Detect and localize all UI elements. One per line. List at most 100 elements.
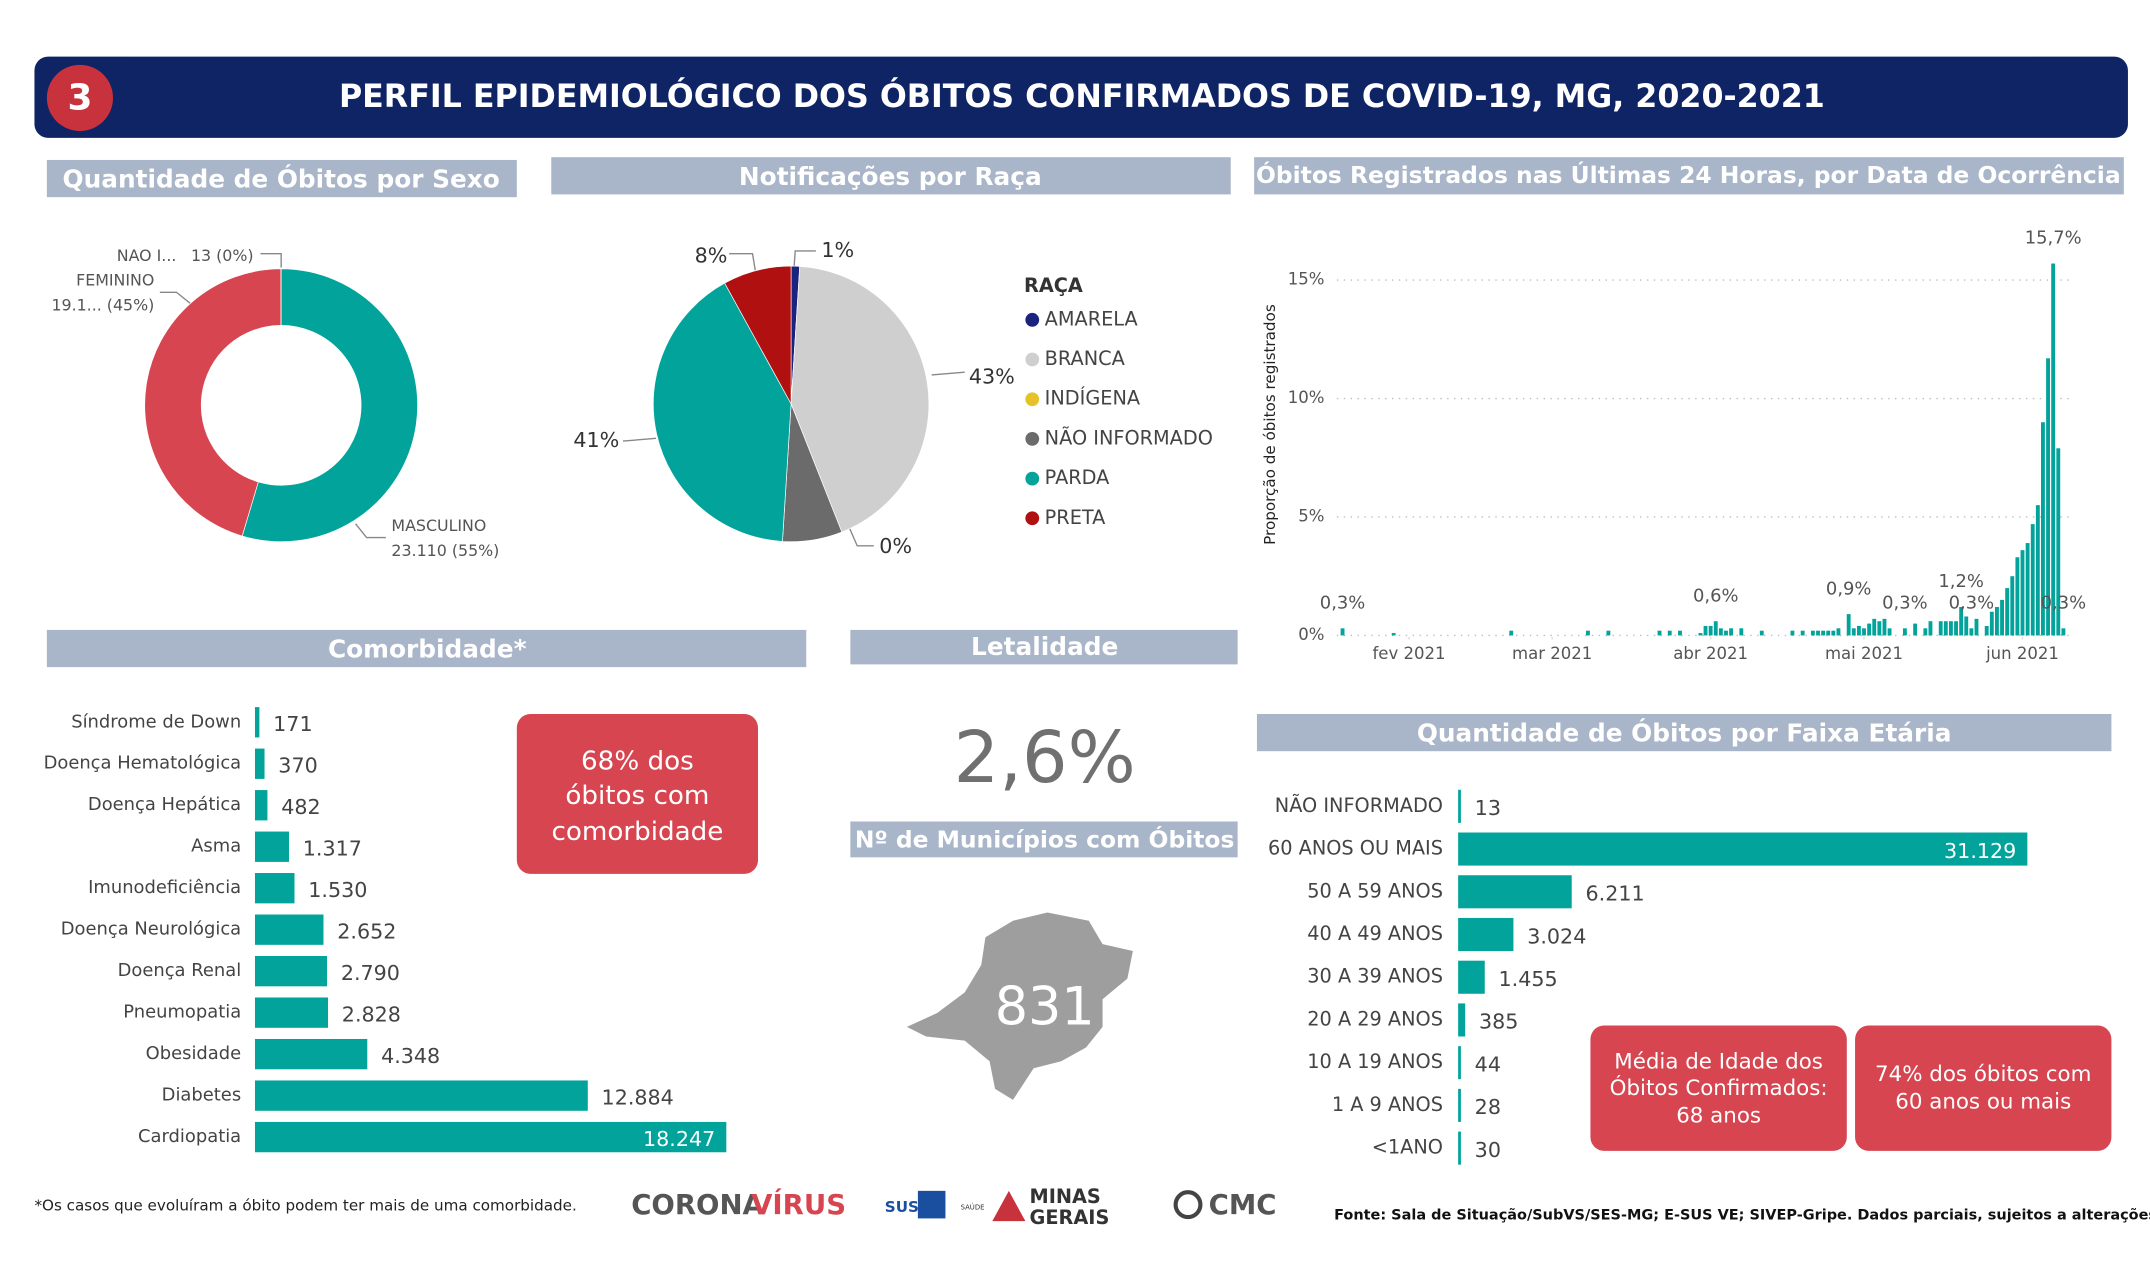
bar (1856, 625, 1861, 636)
bar (254, 1121, 727, 1153)
category-label: <1ANO (1372, 1136, 1443, 1159)
bar (1458, 917, 1514, 952)
slice-value-label: 1% (821, 238, 854, 262)
slice (724, 265, 792, 405)
leader-line (260, 252, 282, 268)
annotation-text: comorbidade (551, 817, 723, 847)
bar (1984, 625, 1989, 636)
slice-value-label: 13 (0%) (191, 246, 254, 265)
bar (1902, 628, 1907, 636)
section-title: Quantidade de Óbitos por Faixa Etária (1417, 718, 1952, 748)
bar (1846, 614, 1851, 636)
value-label: 1.317 (303, 836, 362, 860)
value-label: 0,3% (1320, 593, 1366, 614)
bar (1836, 628, 1841, 636)
value-label: 482 (281, 795, 320, 819)
bar (1989, 611, 1994, 636)
bar (1698, 633, 1703, 636)
bar (1831, 630, 1836, 636)
bar (1862, 628, 1866, 636)
value-label: 31.129 (1944, 839, 2016, 863)
bar (1759, 630, 1764, 636)
y-tick-label: 5% (1298, 506, 1324, 525)
value-label: 12.884 (602, 1085, 674, 1109)
logo-cmc-mark (1173, 1190, 1203, 1220)
bar (1458, 1003, 1466, 1037)
value-label: 30 (1475, 1138, 1501, 1162)
annotation-text: 68% dos (581, 747, 694, 777)
bar (254, 831, 289, 862)
y-tick-label: 0% (1298, 625, 1324, 644)
x-tick-label: mai 2021 (1825, 644, 1903, 663)
leader-line (355, 523, 386, 539)
slice-value-label: 43% (969, 365, 1015, 389)
y-tick-label: 15% (1288, 270, 1325, 289)
slice-value-label: 8% (695, 243, 728, 267)
category-label: Asma (191, 836, 241, 857)
category-label: Doença Hematológica (44, 753, 242, 774)
section-title: Óbitos Registrados nas Últimas 24 Horas,… (1256, 161, 2121, 189)
bar (1729, 628, 1734, 636)
logo-virus: VÍRUS (751, 1187, 846, 1221)
section-title: Notificações por Raça (739, 162, 1042, 191)
bar (2000, 599, 2004, 636)
category-label: Diabetes (162, 1085, 242, 1106)
leader-line (793, 250, 816, 271)
category-label: Síndrome de Down (71, 711, 241, 732)
section-title: Comorbidade* (328, 635, 527, 664)
legend-swatch (1025, 432, 1040, 446)
value-label: 4.348 (381, 1044, 440, 1068)
bar (2046, 358, 2050, 636)
leader-line (846, 523, 874, 547)
bar (1810, 630, 1815, 636)
bar (1974, 618, 1979, 636)
bar (1826, 630, 1831, 636)
bar (2010, 576, 2015, 636)
legend-swatch (1025, 312, 1040, 327)
bar (1509, 630, 1514, 636)
bar (1995, 607, 1999, 636)
value-label: 13 (1475, 796, 1501, 820)
value-label: 1.530 (308, 878, 367, 902)
bar (254, 873, 295, 904)
bar (254, 997, 329, 1028)
bar (1964, 616, 1969, 636)
category-label: 40 A 49 ANOS (1307, 922, 1443, 945)
bar (1458, 1046, 1461, 1080)
category-label: 10 A 19 ANOS (1307, 1050, 1443, 1073)
category-label: Doença Neurológica (61, 919, 241, 940)
bar (1391, 633, 1396, 636)
bar (254, 748, 265, 779)
value-label: 1,2% (1938, 571, 1984, 592)
value-label: 6.211 (1585, 882, 1644, 906)
bar (2025, 543, 2030, 636)
bar (1923, 628, 1928, 636)
annotation-box (1590, 1025, 1847, 1151)
logo-sus: SUS (885, 1198, 919, 1216)
bar (2051, 263, 2056, 636)
bar (1943, 621, 1948, 636)
value-label: 0,3% (1882, 593, 1927, 614)
bar (1913, 623, 1918, 636)
value-label: 18.247 (643, 1127, 715, 1151)
bar (2061, 628, 2066, 636)
category-label: Pneumopatia (123, 1002, 241, 1023)
section-bar (1254, 157, 2124, 195)
bar (1800, 630, 1805, 636)
value-label: 44 (1475, 1052, 1501, 1076)
bar (2030, 524, 2035, 636)
bar (254, 914, 324, 945)
municipalities-value: 831 (995, 976, 1095, 1037)
slice (790, 265, 930, 533)
header-badge (46, 64, 114, 132)
category-label: 20 A 29 ANOS (1307, 1007, 1443, 1030)
slice-label: FEMININO (76, 271, 154, 290)
bar (1938, 621, 1943, 636)
legend-label: PARDA (1045, 466, 1110, 489)
slice-label: NAO I... (117, 246, 177, 265)
value-label: 2.652 (337, 919, 396, 943)
value-label: 0,9% (1826, 578, 1871, 599)
value-label: 0,6% (1693, 585, 1739, 606)
bar (1458, 1088, 1461, 1122)
x-tick-label: abr 2021 (1673, 644, 1748, 663)
